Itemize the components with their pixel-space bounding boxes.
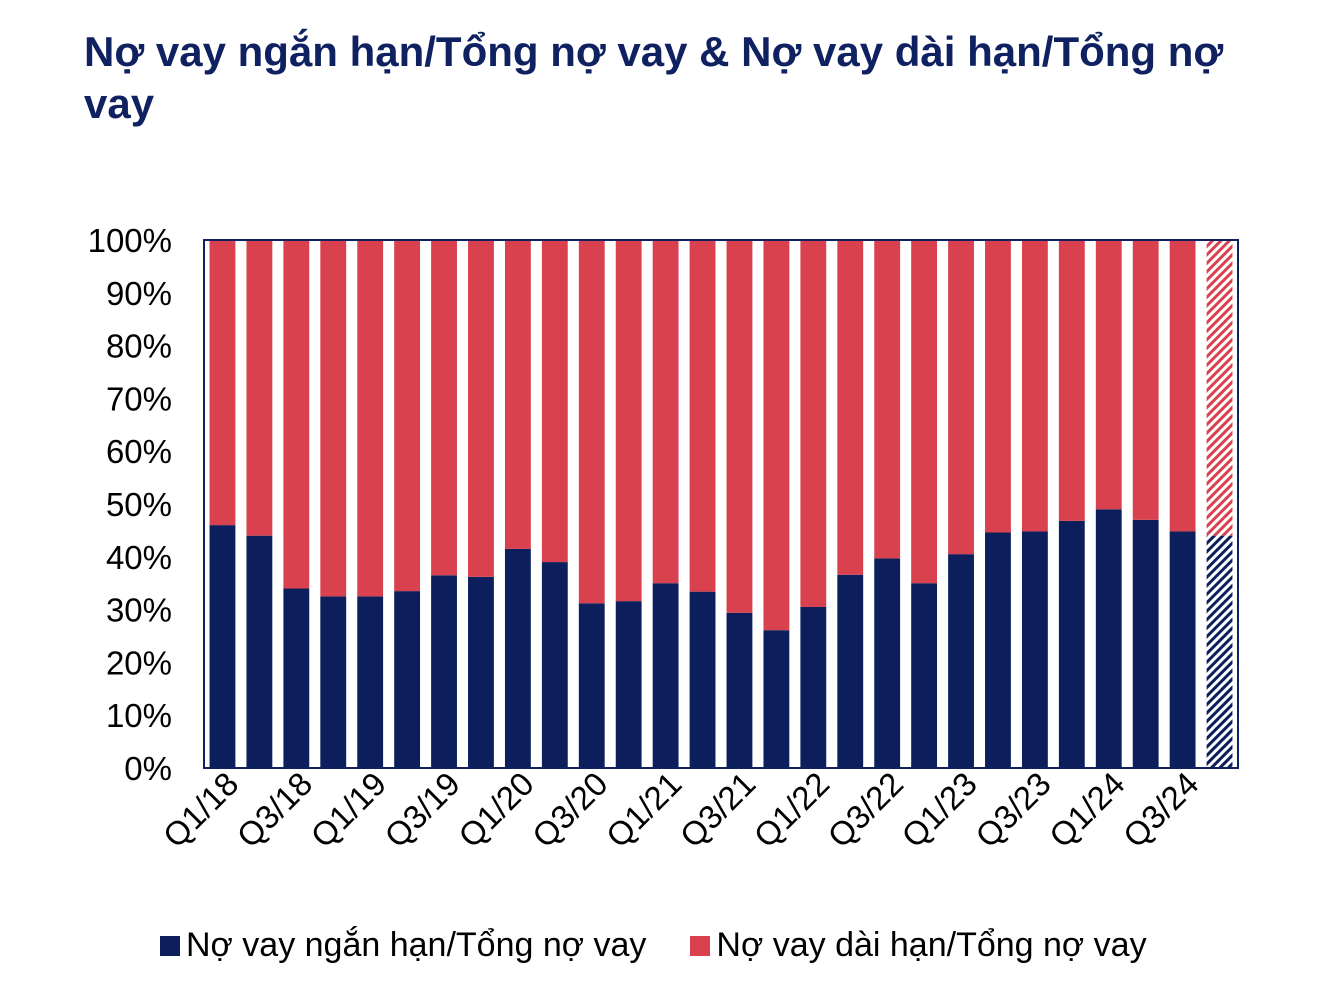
bar-long-term-Q2-19	[394, 240, 421, 592]
y-tick-label: 40%	[106, 539, 172, 576]
bar-short-term-Q4-21	[763, 630, 790, 768]
bar-short-term-Q2-22	[837, 574, 864, 768]
x-tick-label: Q3/23	[968, 765, 1058, 855]
x-tick-label: Q3/20	[525, 765, 615, 855]
plot-area-frame	[203, 239, 1239, 769]
x-tick-label: Q1/21	[599, 765, 689, 855]
bar-long-term-Q3-20	[578, 240, 605, 604]
bar-long-term-Q2-18	[246, 240, 273, 536]
bar-long-term-Q1-22	[800, 240, 827, 607]
y-tick-label: 90%	[106, 275, 172, 312]
bar-short-term-Q4-23	[1058, 520, 1085, 768]
bar-short-term-Q1-24	[1095, 509, 1122, 768]
bar-short-term-Q3-19	[431, 575, 457, 768]
bar-short-term-Q1-22	[800, 606, 827, 768]
x-tick-label: Q3/18	[230, 765, 320, 855]
y-tick-label: 10%	[106, 697, 172, 734]
legend-label-long-term: Nợ vay dài hạn/Tổng nợ vay	[716, 926, 1147, 964]
bar-long-term-Q3-19	[431, 240, 457, 576]
bar-long-term-Q2-21	[689, 240, 716, 592]
bar-short-term-Q2-20	[541, 562, 568, 768]
bar-long-term-Q2-20	[541, 240, 568, 563]
bar-long-term-Q3-23	[1021, 240, 1048, 532]
bar-short-term-Q4-18	[320, 596, 347, 768]
bar-long-term-Q2-23	[985, 240, 1011, 533]
legend-swatch-long-term	[690, 935, 711, 956]
bar-long-term-Q4-18	[320, 240, 347, 597]
y-tick-label: 60%	[106, 433, 172, 470]
bar-short-term-Q1-21	[652, 583, 679, 768]
bar-short-term-Q4-22	[911, 583, 938, 768]
x-tick-label: Q3/21	[673, 765, 763, 855]
bar-short-term-Q3-23	[1021, 531, 1048, 768]
x-tick-label: Q3/22	[820, 765, 910, 855]
bar-short-term-Q3-20	[578, 603, 605, 768]
bar-long-term-Q4-23	[1058, 240, 1085, 521]
bar-short-term-Q4-24F	[1206, 535, 1233, 768]
bar-long-term-Q2-22	[837, 240, 864, 575]
legend-item-short-term: Nợ vay ngắn hạn/Tổng nợ vay	[160, 926, 646, 965]
bar-long-term-Q4-20	[615, 240, 642, 602]
x-tick-label: Q1/20	[451, 765, 541, 855]
x-tick-label: Q3/24	[1116, 765, 1206, 855]
y-tick-label: 80%	[106, 328, 172, 365]
bar-short-term-Q2-19	[394, 591, 421, 768]
bar-short-term-Q4-19	[468, 576, 494, 768]
x-tick-label: Q1/24	[1042, 765, 1132, 855]
bar-long-term-Q2-24	[1132, 240, 1159, 520]
bar-short-term-Q3-22	[874, 558, 901, 768]
y-tick-label: 50%	[106, 486, 172, 523]
bar-short-term-Q1-23	[948, 554, 974, 768]
bar-series	[209, 240, 1233, 768]
bar-short-term-Q3-21	[726, 612, 753, 768]
bar-short-term-Q3-24	[1169, 531, 1196, 768]
y-axis-tick-labels: 0% 10% 20% 30% 40% 50% 60% 70% 80% 90% 100%	[88, 222, 172, 787]
bar-long-term-Q4-22	[911, 240, 938, 584]
x-tick-label: Q3/19	[377, 765, 467, 855]
legend-label-short-term: Nợ vay ngắn hạn/Tổng nợ vay	[186, 926, 647, 964]
y-tick-label: 0%	[124, 750, 172, 787]
x-tick-label: Q1/22	[747, 765, 837, 855]
legend: Nợ vay ngắn hạn/Tổng nợ vay Nợ vay dài h…	[160, 926, 1191, 965]
bar-short-term-Q4-20	[615, 601, 642, 768]
bar-short-term-Q2-24	[1132, 519, 1159, 768]
legend-swatch-short-term	[160, 935, 180, 956]
bar-short-term-Q2-18	[246, 535, 273, 768]
legend-item-long-term: Nợ vay dài hạn/Tổng nợ vay	[690, 926, 1147, 965]
y-tick-label: 30%	[106, 592, 172, 629]
bar-long-term-Q3-22	[874, 240, 901, 559]
y-tick-label: 100%	[88, 222, 172, 259]
y-tick-label: 70%	[106, 380, 172, 417]
bar-short-term-Q1-18	[209, 525, 236, 768]
bar-long-term-Q3-21	[726, 240, 753, 613]
x-tick-label: Q1/23	[894, 765, 984, 855]
bar-short-term-Q1-19	[357, 596, 384, 768]
bar-long-term-Q4-19	[468, 240, 494, 577]
bar-long-term-Q1-18	[209, 240, 236, 526]
bar-long-term-Q1-21	[652, 240, 679, 584]
bar-long-term-Q4-21	[763, 240, 790, 631]
bar-long-term-Q3-18	[283, 240, 310, 589]
chart-title: Nợ vay ngắn hạn/Tổng nợ vay & Nợ vay dài…	[84, 28, 1224, 127]
x-axis-tick-labels: Q1/18Q3/18Q1/19Q3/19Q1/20Q3/20Q1/21Q3/21…	[156, 765, 1206, 855]
bar-short-term-Q1-20	[504, 548, 531, 768]
bar-long-term-Q1-24	[1095, 240, 1122, 510]
bar-short-term-Q2-21	[689, 591, 716, 768]
bar-long-term-Q1-23	[948, 240, 974, 555]
bar-long-term-Q4-24F	[1206, 240, 1233, 536]
bar-short-term-Q2-23	[985, 532, 1011, 768]
bar-long-term-Q1-20	[504, 240, 531, 549]
y-tick-label: 20%	[106, 644, 172, 681]
bar-short-term-Q3-18	[283, 588, 310, 768]
x-tick-label: Q1/19	[303, 765, 393, 855]
bar-long-term-Q1-19	[357, 240, 384, 597]
bar-long-term-Q3-24	[1169, 240, 1196, 532]
